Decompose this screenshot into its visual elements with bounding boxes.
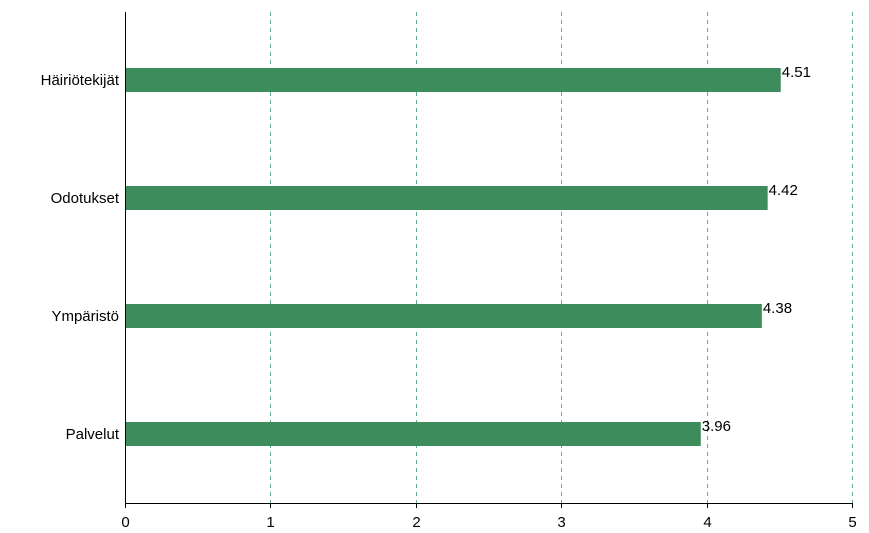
bar bbox=[125, 304, 762, 328]
x-tick-label: 1 bbox=[266, 514, 274, 531]
axes bbox=[125, 12, 853, 508]
x-tick-label: 0 bbox=[121, 514, 129, 531]
labels: 4.51 Häiriötekijät 4.42 Odotukset 4.38 Ympäri… bbox=[41, 64, 857, 531]
bar bbox=[125, 68, 781, 92]
category-label: Odotukset bbox=[51, 190, 120, 207]
value-label: 4.42 bbox=[769, 182, 798, 199]
value-label: 3.96 bbox=[702, 418, 731, 435]
category-label: Palvelut bbox=[66, 426, 120, 443]
x-tick-label: 4 bbox=[703, 514, 711, 531]
x-tick-label: 3 bbox=[557, 514, 565, 531]
category-label: Häiriötekijät bbox=[41, 72, 120, 89]
bar bbox=[125, 186, 768, 210]
grid-lines bbox=[270, 12, 853, 503]
value-label: 4.51 bbox=[782, 64, 811, 81]
bar bbox=[125, 422, 701, 446]
x-tick-label: 5 bbox=[848, 514, 856, 531]
x-tick-label: 2 bbox=[412, 514, 420, 531]
value-label: 4.38 bbox=[763, 300, 792, 317]
bars bbox=[125, 68, 781, 446]
category-label: Ympäristö bbox=[51, 308, 119, 325]
